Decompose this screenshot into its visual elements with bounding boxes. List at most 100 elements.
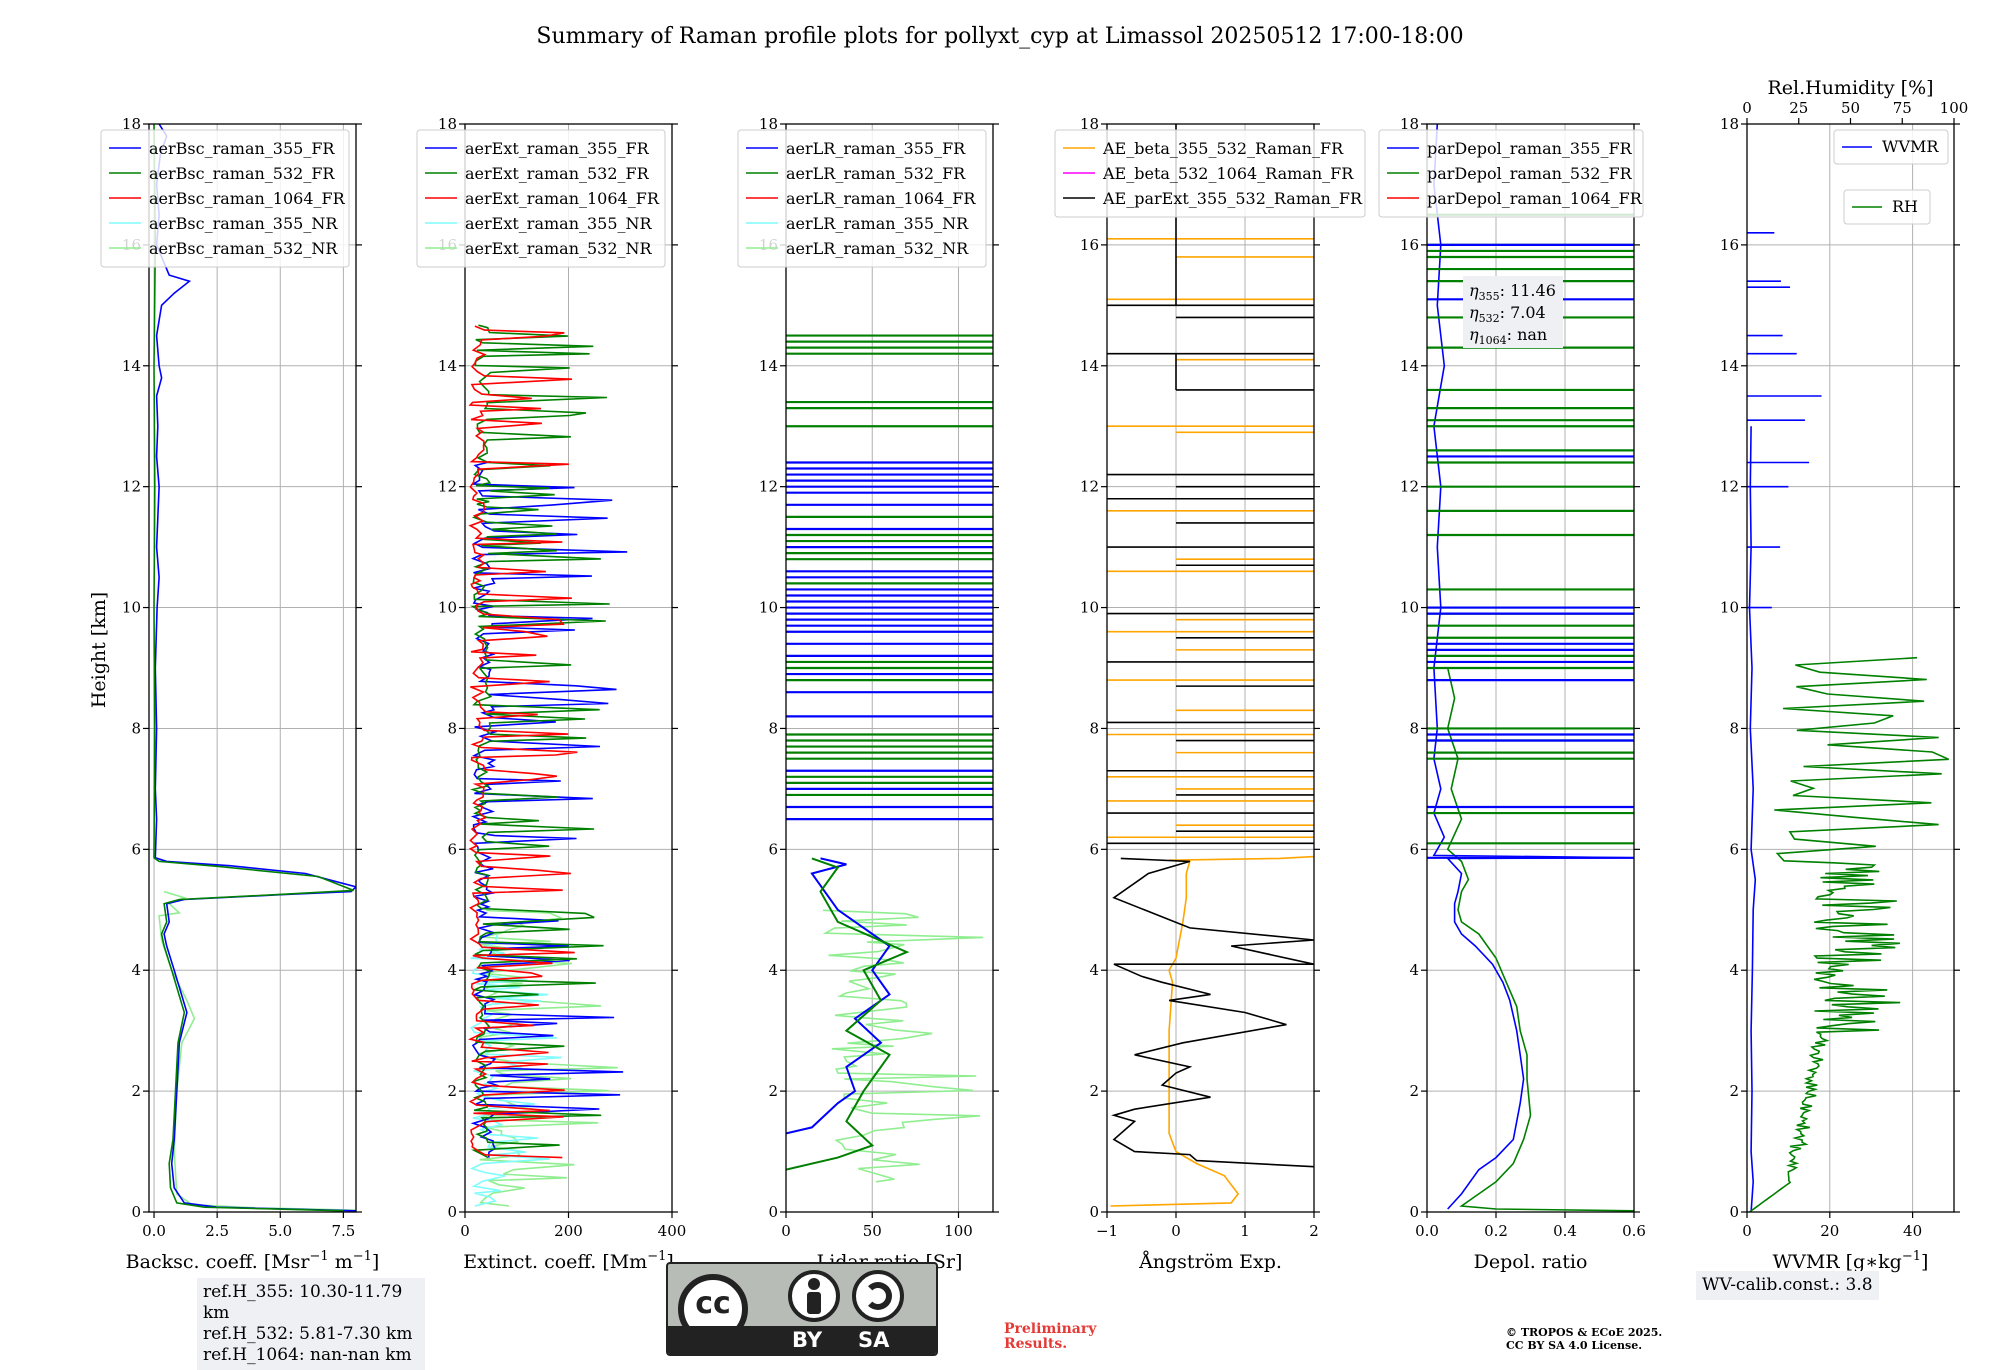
top-xtick-label: 0: [1742, 99, 1752, 117]
x-axis-label-part: −1: [1902, 1249, 1921, 1264]
ytick-label: 12: [1080, 478, 1099, 496]
axes-frame: [148, 123, 357, 1213]
copyright-line-1: © TROPOS & ECoE 2025.: [1506, 1326, 1663, 1339]
eta-value: : nan: [1507, 325, 1548, 344]
x-axis-label-part: −1: [647, 1249, 666, 1264]
x-axis-label-part: Extinct. coeff. [Mm: [463, 1251, 647, 1273]
figure-title: Summary of Raman profile plots for polly…: [536, 24, 1463, 49]
xtick-label: 400: [658, 1222, 687, 1240]
ytick-label: 10: [1720, 599, 1739, 617]
ytick-label: 12: [122, 478, 141, 496]
ytick-label: 14: [1720, 357, 1739, 375]
legend-label: parDepol_raman_355_FR: [1427, 139, 1633, 158]
series-line-aerBsc_raman_532_FR: [153, 124, 354, 1212]
eta-subscript: 355: [1479, 290, 1500, 303]
plot-area-3: [786, 334, 993, 1183]
axes-frame: [464, 123, 673, 1213]
ytick-label: 6: [1409, 840, 1419, 858]
legend-box: [1054, 129, 1366, 218]
ytick-label: 14: [759, 357, 778, 375]
legend-box: [100, 129, 350, 268]
eta-annotation-box: [1463, 276, 1563, 348]
series-line-aerLR_raman_355_FR: [786, 857, 891, 1135]
ytick-label: 12: [1720, 478, 1739, 496]
legend-box: [737, 129, 987, 268]
eta-symbol: η: [1469, 281, 1479, 300]
ytick-label: 0: [1409, 1203, 1419, 1221]
ytick-label: 12: [438, 478, 457, 496]
legend-label: aerLR_raman_355_FR: [786, 139, 966, 158]
xtick-label: 40: [1903, 1222, 1922, 1240]
legend-label: aerLR_raman_532_NR: [786, 239, 969, 258]
eta-value: : 7.04: [1500, 303, 1546, 322]
panel-5: 0 2 4 6 8 10 12 14 16 18 0.0 0.2 0.4 0.6 Depol. ratio p…: [1378, 115, 1646, 1273]
xtick-label: 5.0: [268, 1222, 292, 1240]
person-body: [807, 1292, 821, 1314]
ytick-label: 14: [1080, 357, 1099, 375]
ytick-label: 16: [1720, 236, 1739, 254]
axes-frame: [1106, 123, 1315, 1213]
panel-3: 024681012141618050100Lidar ratio [Sr]aer…: [737, 115, 999, 1273]
copyright-line-2: CC BY SA 4.0 License.: [1506, 1339, 1643, 1352]
ytick-label: 18: [122, 115, 141, 133]
panel-2: 0246810121416180200400Extinct. coeff. [M…: [416, 115, 687, 1273]
eta-annotation: η355: 11.46: [1469, 281, 1556, 303]
ref-height-355: ref.H_355: 10.30-11.79 km: [203, 1282, 403, 1323]
reference-height-box: ref.H_355: 10.30-11.79 km ref.H_532: 5.8…: [197, 1278, 425, 1370]
ytick-label: 2: [1409, 1082, 1419, 1100]
plot-area-2: [467, 324, 628, 1207]
legend-label: aerLR_raman_355_NR: [786, 214, 969, 233]
legend-label: AE_beta_355_532_Raman_FR: [1102, 139, 1344, 158]
xtick-label: 20: [1820, 1222, 1839, 1240]
ytick-label: 10: [759, 599, 778, 617]
ytick-label: 4: [1089, 961, 1099, 979]
ytick-label: 6: [447, 840, 457, 858]
xtick-label: −1: [1096, 1222, 1118, 1240]
series-line-aerLR_raman_532_FR: [786, 857, 910, 1171]
xtick-label: 0.0: [142, 1222, 166, 1240]
wv-calib-text: WV-calib.const.: 3.8: [1702, 1275, 1873, 1295]
ytick-label: 8: [768, 719, 778, 737]
top-axis-label: Rel.Humidity [%]: [1767, 77, 1933, 99]
x-axis-label: Backsc. coeff. [Msr−1 m−1]: [126, 1249, 380, 1273]
ytick-label: 16: [1400, 236, 1419, 254]
ytick-label: 6: [1729, 840, 1739, 858]
eta-subscript: 532: [1479, 312, 1500, 325]
legend-label: AE_parExt_355_532_Raman_FR: [1102, 189, 1363, 208]
ytick-label: 12: [759, 478, 778, 496]
series-line-aerExt_raman_1064_FR: [467, 325, 578, 1159]
ytick-label: 0: [768, 1203, 778, 1221]
xtick-label: 0: [781, 1222, 791, 1240]
legend-label: aerBsc_raman_532_FR: [149, 164, 335, 183]
x-axis-label-part: −1: [353, 1249, 372, 1264]
ytick-label: 8: [1409, 719, 1419, 737]
eta-value: : 11.46: [1500, 281, 1556, 300]
ytick-label: 14: [1400, 357, 1419, 375]
legend-label: parDepol_raman_1064_FR: [1427, 189, 1643, 208]
xtick-label: 0.0: [1415, 1222, 1439, 1240]
legend-label: aerLR_raman_532_FR: [786, 164, 966, 183]
cc-license-bar: [668, 1326, 936, 1354]
ytick-label: 18: [759, 115, 778, 133]
x-axis-label: WVMR [g∗kg−1]: [1773, 1249, 1929, 1273]
ytick-label: 6: [768, 840, 778, 858]
preliminary-line-2: Results.: [1004, 1336, 1068, 1352]
xtick-label: 50: [863, 1222, 882, 1240]
eta-symbol: η: [1469, 303, 1479, 322]
legend-box: [1378, 129, 1644, 218]
ytick-label: 2: [131, 1082, 141, 1100]
legend-label: aerBsc_raman_1064_FR: [149, 189, 346, 208]
ytick-label: 6: [131, 840, 141, 858]
eta-annotation: η1064: nan: [1469, 325, 1547, 347]
legend-box: [1843, 189, 1931, 225]
xtick-label: 0: [1742, 1222, 1752, 1240]
cc-license-badge: cc BY SA: [666, 1262, 938, 1356]
ytick-label: 0: [1729, 1203, 1739, 1221]
ytick-label: 8: [131, 719, 141, 737]
x-axis-label-part: WVMR [g∗kg: [1773, 1251, 1902, 1273]
cc-logo-text: cc: [695, 1286, 731, 1321]
legend-label: WVMR: [1882, 137, 1939, 156]
